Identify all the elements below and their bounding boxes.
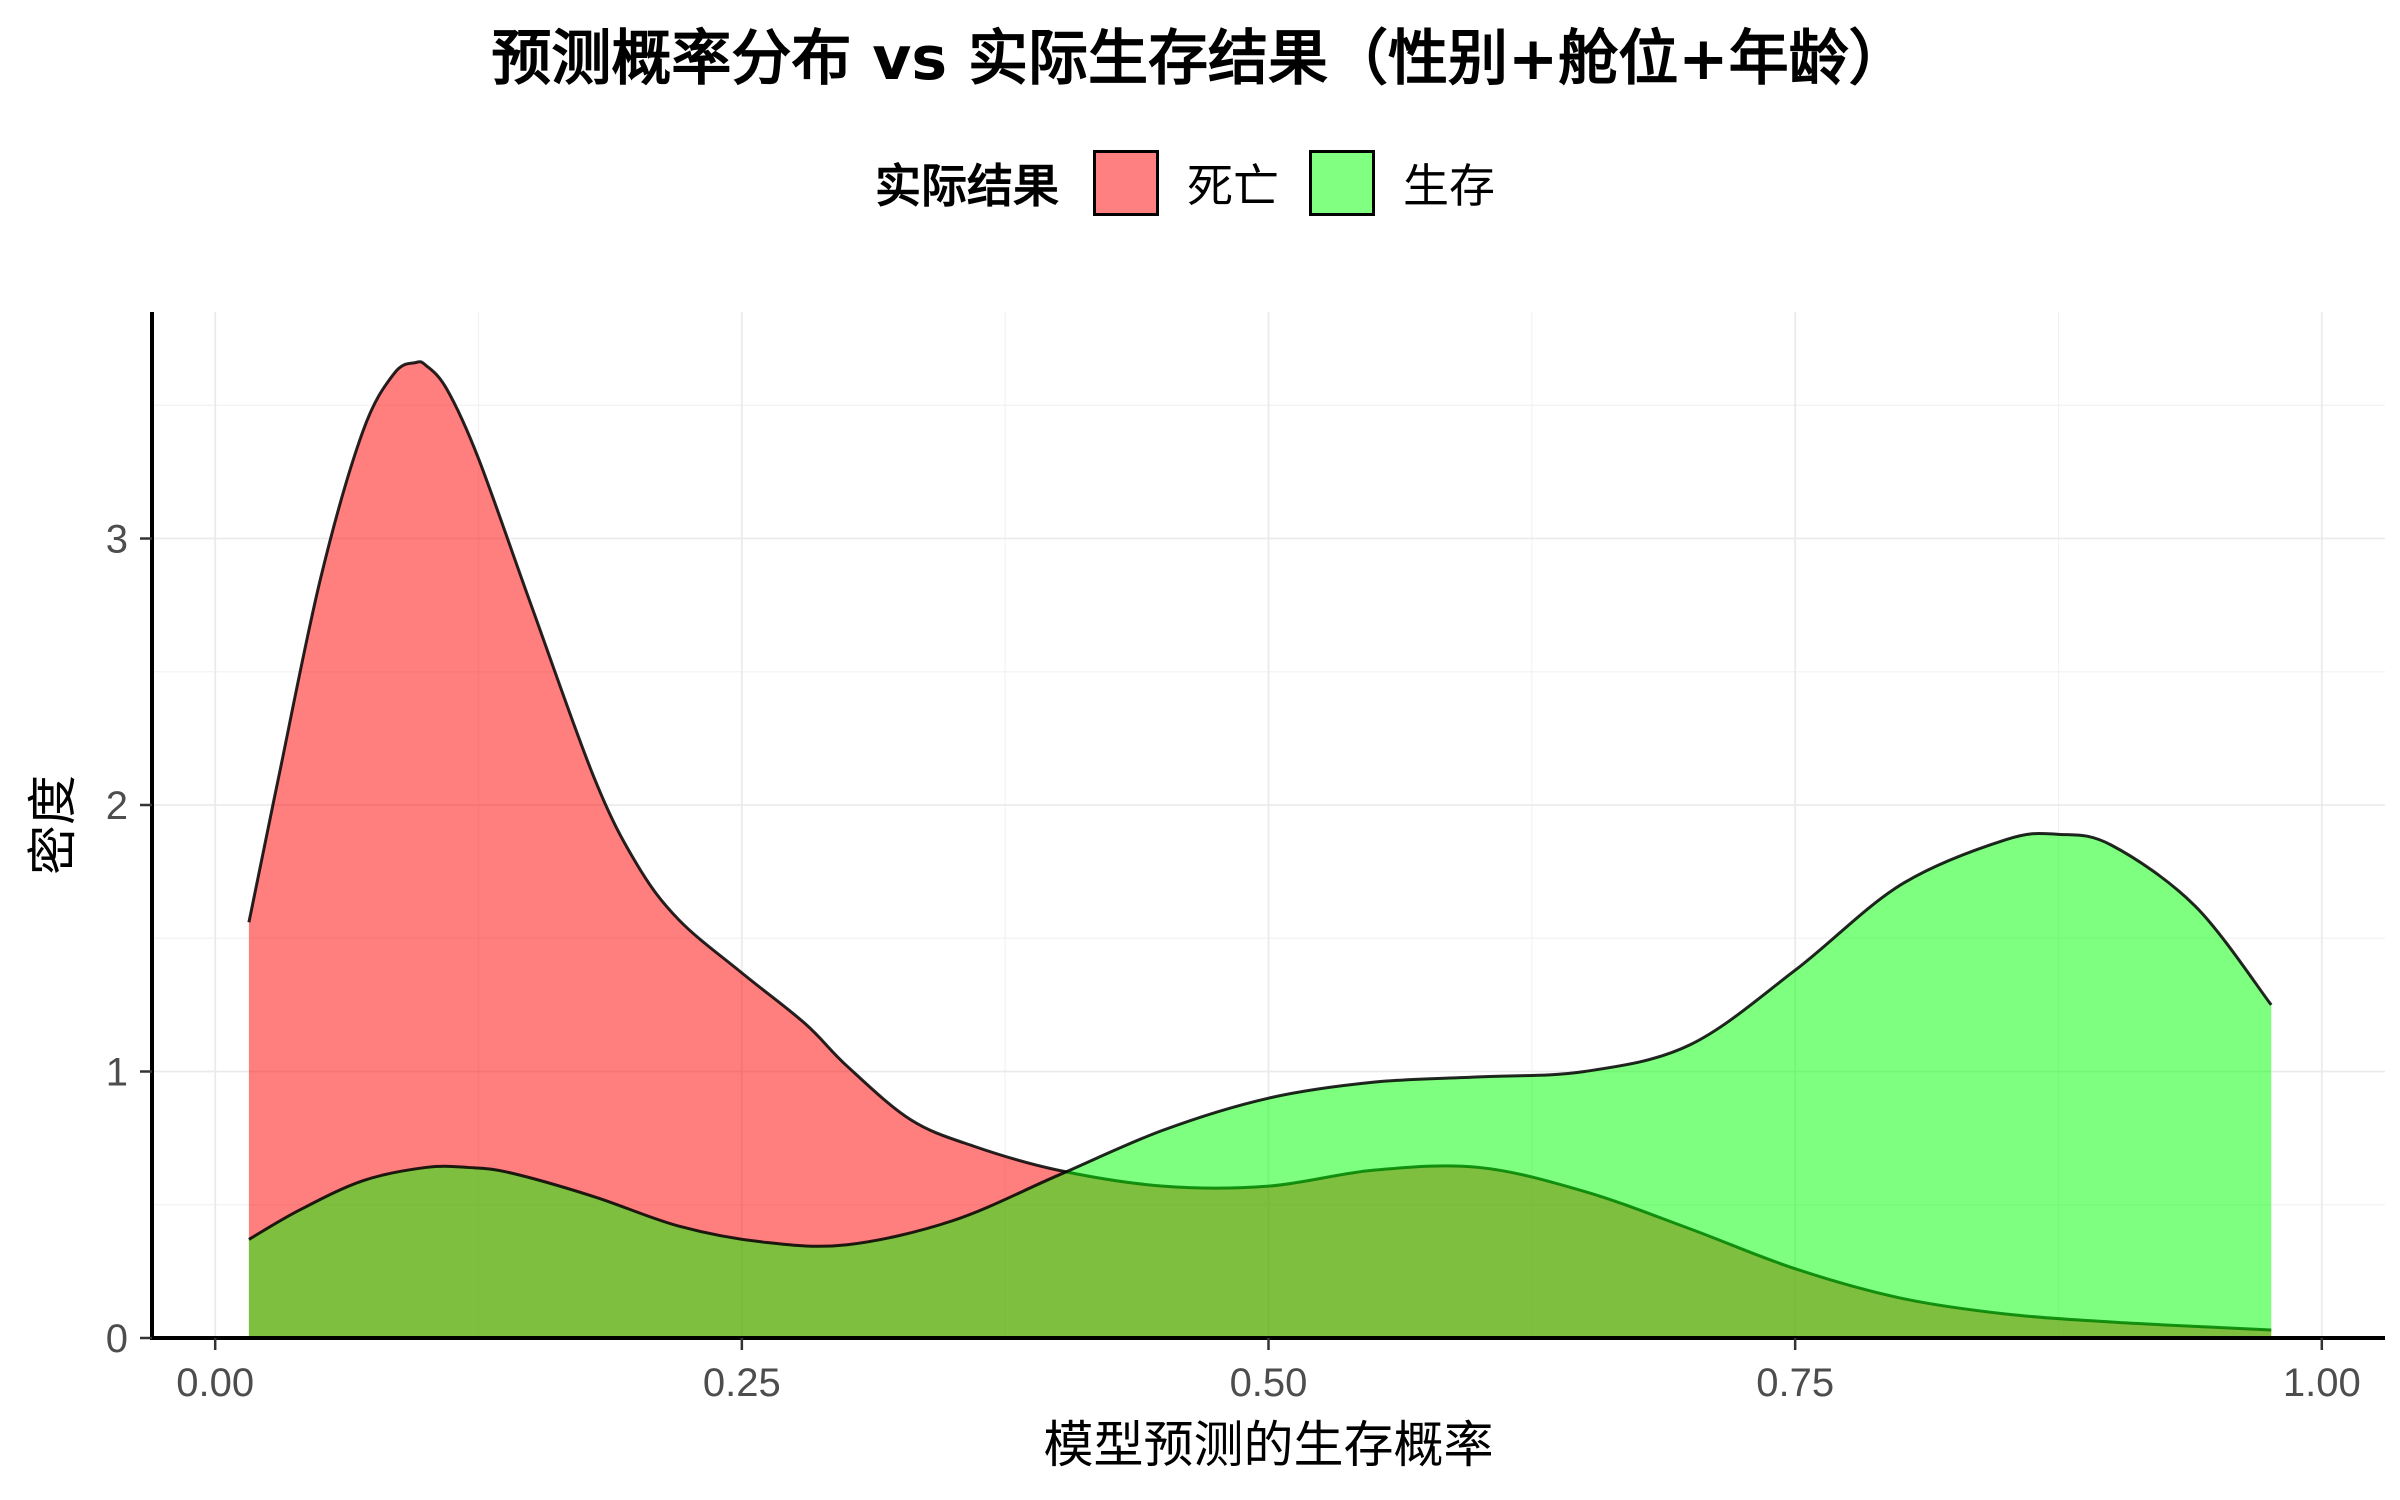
legend-key-survived	[1309, 150, 1375, 216]
x-axis-title: 模型预测的生存概率	[1044, 1416, 1494, 1474]
y-tick-label: 0	[106, 1317, 128, 1361]
legend-item-survived: 生存	[1309, 150, 1495, 216]
legend-item-death: 死亡	[1093, 150, 1279, 216]
y-axis-ticks: 0 1 2 3	[106, 518, 152, 1361]
x-tick-label: 0.25	[703, 1361, 781, 1405]
legend-label-death: 死亡	[1187, 159, 1279, 213]
density-area-death	[248, 361, 2272, 1338]
x-tick-label: 0.00	[176, 1361, 254, 1405]
density-areas	[247, 360, 2273, 1338]
y-tick-label: 2	[106, 784, 128, 828]
x-tick-label: 0.50	[1230, 1361, 1308, 1405]
legend-title: 实际结果	[875, 159, 1059, 213]
y-axis-title: 密度	[24, 775, 82, 875]
x-tick-label: 0.75	[1756, 1361, 1834, 1405]
chart-title: 预测概率分布 vs 实际生存结果（性别+舱位+年龄）	[491, 24, 1909, 94]
legend-key-death	[1093, 150, 1159, 216]
legend: 实际结果 死亡 生存	[0, 150, 2400, 216]
legend-label-survived: 生存	[1403, 159, 1495, 213]
density-line-survived	[248, 831, 2273, 1248]
x-axis-ticks: 0.00 0.25 0.50 0.75 1.00	[176, 1338, 2361, 1405]
y-tick-label: 1	[106, 1051, 128, 1095]
x-tick-label: 1.00	[2283, 1361, 2361, 1405]
density-area-survived	[248, 833, 2272, 1338]
y-tick-label: 3	[106, 518, 128, 562]
